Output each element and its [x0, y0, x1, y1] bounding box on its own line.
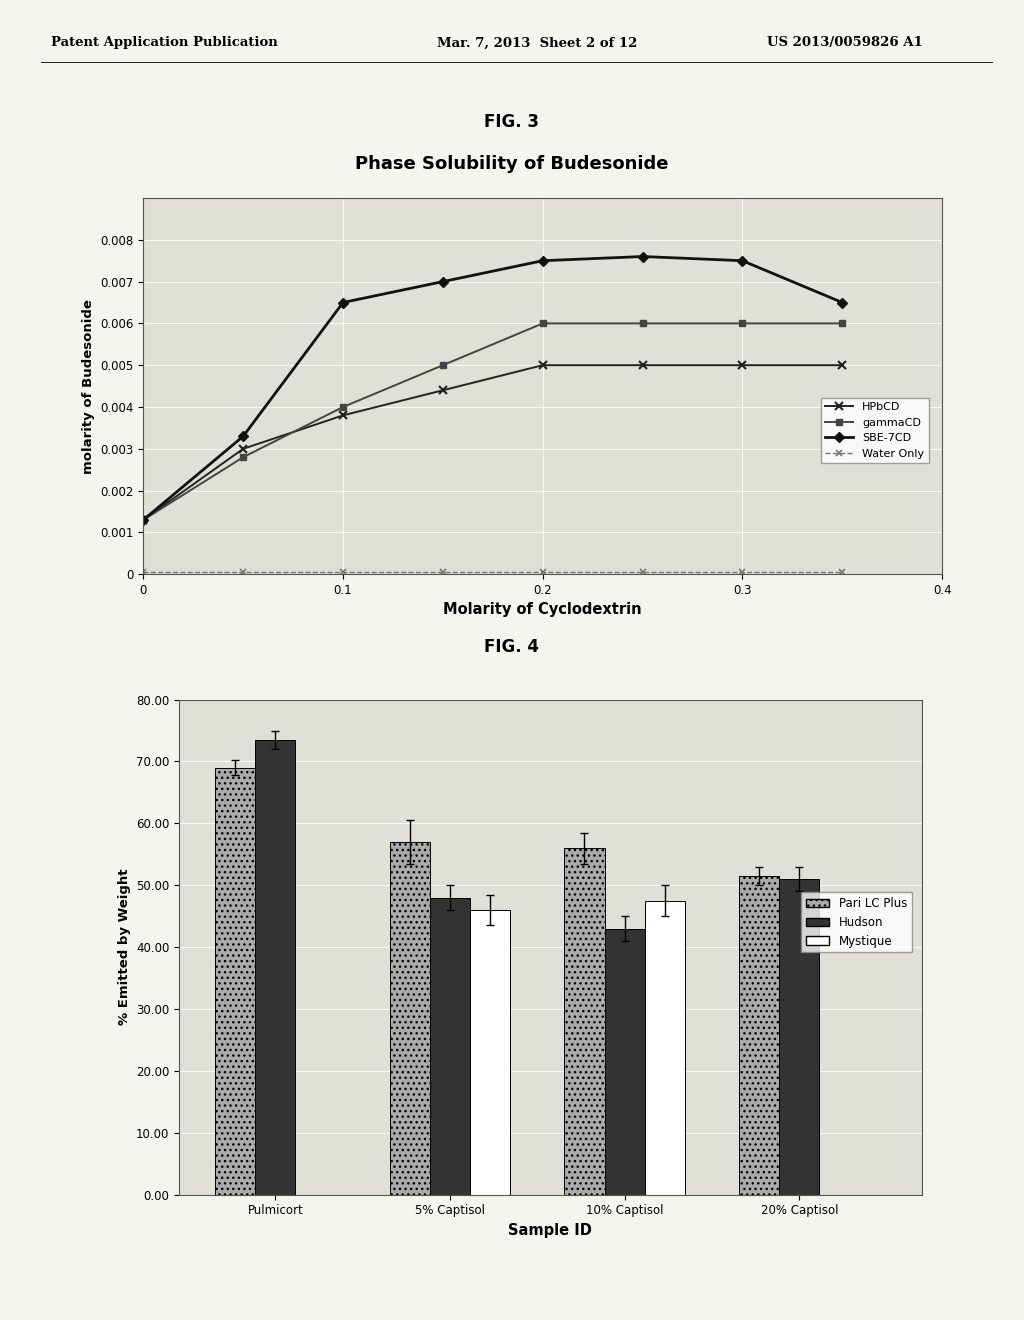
Water Only [836, 564, 848, 579]
Line: HPbCD: HPbCD [139, 362, 847, 524]
Bar [604, 928, 645, 1195]
SBE-7CD [736, 253, 749, 269]
Water Only [238, 564, 250, 579]
Bar [430, 898, 470, 1195]
SBE-7CD [337, 294, 349, 310]
gammaCD [537, 315, 549, 331]
Text: FIG. 4: FIG. 4 [484, 639, 540, 656]
Bar [215, 768, 255, 1195]
HPbCD [836, 358, 848, 374]
Bar [255, 739, 295, 1195]
gammaCD [736, 315, 749, 331]
HPbCD [137, 512, 150, 528]
HPbCD [537, 358, 549, 374]
SBE-7CD [238, 429, 250, 445]
Bar [470, 909, 510, 1195]
SBE-7CD [836, 294, 848, 310]
X-axis label: Sample ID: Sample ID [509, 1222, 592, 1238]
Water Only [736, 564, 749, 579]
gammaCD [637, 315, 649, 331]
Legend: Pari LC Plus, Hudson, Mystique: Pari LC Plus, Hudson, Mystique [801, 892, 912, 953]
Water Only [437, 564, 450, 579]
Water Only [537, 564, 549, 579]
Line: SBE-7CD: SBE-7CD [140, 253, 846, 523]
Y-axis label: % Emitted by Weight: % Emitted by Weight [118, 869, 130, 1026]
HPbCD [337, 408, 349, 424]
Text: FIG. 3: FIG. 3 [484, 114, 540, 131]
gammaCD [238, 449, 250, 465]
Y-axis label: molarity of Budesonide: molarity of Budesonide [82, 298, 94, 474]
Bar [390, 842, 430, 1195]
Water Only [337, 564, 349, 579]
Line: gammaCD: gammaCD [140, 319, 846, 523]
Text: US 2013/0059826 A1: US 2013/0059826 A1 [767, 37, 923, 49]
Text: Mar. 7, 2013  Sheet 2 of 12: Mar. 7, 2013 Sheet 2 of 12 [437, 37, 638, 49]
Text: Phase Solubility of Budesonide: Phase Solubility of Budesonide [355, 154, 669, 173]
Bar [564, 849, 604, 1195]
Legend: HPbCD, gammaCD, SBE-7CD, Water Only: HPbCD, gammaCD, SBE-7CD, Water Only [821, 397, 929, 463]
Line: Water Only: Water Only [140, 569, 846, 576]
gammaCD [137, 512, 150, 528]
Bar [779, 879, 819, 1195]
SBE-7CD [537, 253, 549, 269]
SBE-7CD [437, 273, 450, 289]
Water Only [637, 564, 649, 579]
HPbCD [637, 358, 649, 374]
Bar [645, 900, 685, 1195]
gammaCD [836, 315, 848, 331]
Text: Patent Application Publication: Patent Application Publication [51, 37, 278, 49]
Water Only [137, 564, 150, 579]
SBE-7CD [637, 248, 649, 264]
HPbCD [238, 441, 250, 457]
Bar [739, 876, 779, 1195]
HPbCD [736, 358, 749, 374]
SBE-7CD [137, 512, 150, 528]
HPbCD [437, 383, 450, 399]
gammaCD [337, 399, 349, 414]
X-axis label: Molarity of Cyclodextrin: Molarity of Cyclodextrin [443, 602, 642, 618]
gammaCD [437, 358, 450, 374]
